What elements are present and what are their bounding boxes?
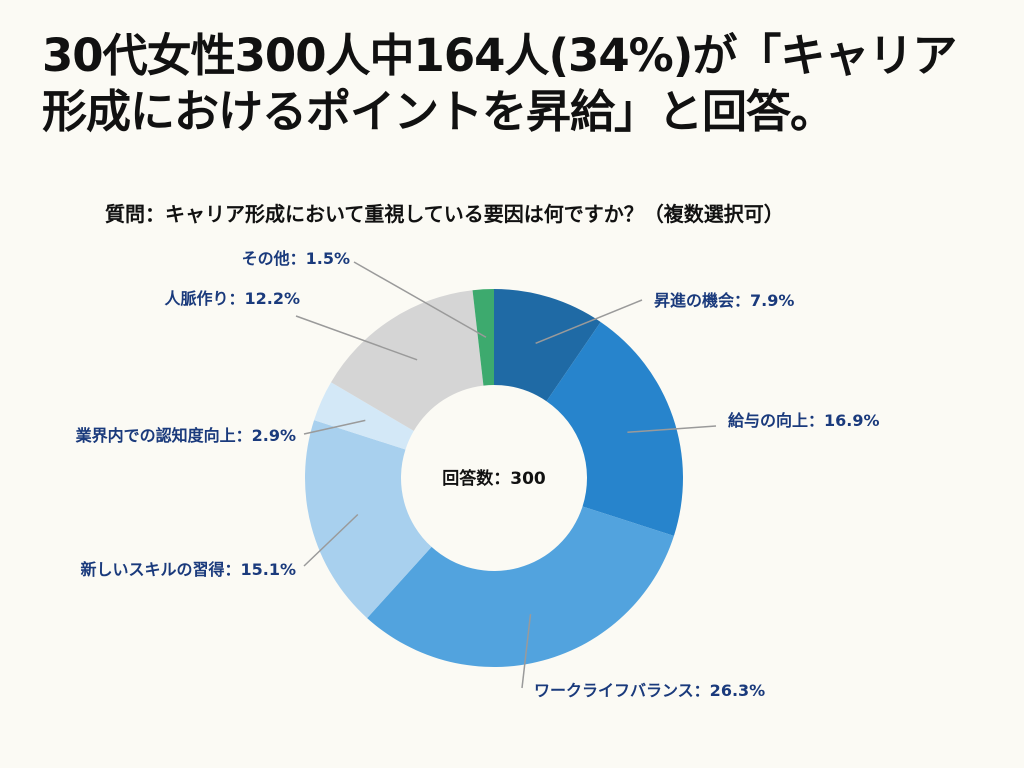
chart-subtitle: 質問：キャリア形成において重視している要因は何ですか？（複数選択可） — [105, 202, 784, 226]
slice-label-2: 給与の向上：16.9% — [728, 411, 880, 430]
leader-line-1 — [535, 299, 643, 344]
chart-title: 30代女性300人中164人(34%)が「キャリア形成におけるポイントを昇給」と… — [42, 29, 957, 138]
donut-slice-2 — [546, 321, 683, 536]
donut-slice-1 — [494, 289, 601, 402]
donut-slice-3 — [367, 506, 674, 668]
slice-label-1: 昇進の機会：7.9% — [654, 291, 794, 310]
slice-label-6: 人脈作り：12.2% — [164, 289, 300, 308]
leader-line-3 — [521, 614, 532, 689]
leader-line-4 — [303, 513, 359, 567]
slice-label-5: 業界内での認知度向上：2.9% — [75, 426, 296, 445]
slice-label-4: 新しいスキルの習得：15.1% — [80, 560, 296, 579]
leader-line-5 — [303, 419, 366, 435]
donut-slice-4 — [304, 420, 432, 619]
donut-slice-5 — [314, 382, 414, 450]
leader-line-7 — [353, 261, 487, 338]
donut-slice-6 — [331, 290, 484, 431]
slice-label-7: その他：1.5% — [242, 249, 350, 268]
leader-line-6 — [295, 315, 418, 361]
center-label: 回答数：300 — [442, 468, 546, 489]
donut-slice-7 — [472, 289, 494, 386]
slice-label-3: ワークライフバランス：26.3% — [534, 681, 765, 700]
leader-line-2 — [627, 425, 717, 434]
